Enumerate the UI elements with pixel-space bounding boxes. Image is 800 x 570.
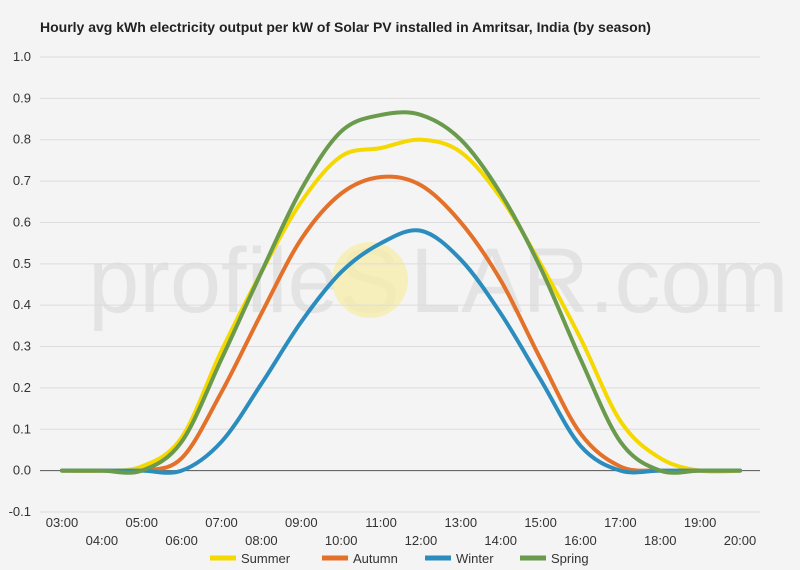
- legend: Summer Autumn Winter Spring: [210, 551, 589, 566]
- x-tick-label: 06:00: [165, 533, 198, 548]
- x-tick-label: 03:00: [46, 515, 79, 530]
- x-tick-label: 12:00: [405, 533, 438, 548]
- legend-label-summer: Summer: [241, 551, 291, 566]
- x-tick-label: 07:00: [205, 515, 238, 530]
- watermark-text-right: LAR.com: [410, 230, 788, 332]
- x-tick-label: 17:00: [604, 515, 637, 530]
- series-lines: [60, 110, 742, 475]
- x-tick-label: 13:00: [445, 515, 478, 530]
- x-tick-label: 16:00: [564, 533, 597, 548]
- series-line-summer: [60, 137, 742, 474]
- watermark-sun-icon: [332, 242, 408, 318]
- legend-label-winter: Winter: [456, 551, 494, 566]
- y-tick-label: 0.0: [13, 463, 31, 478]
- y-tick-label: 0.6: [13, 214, 31, 229]
- y-tick-label: 0.8: [13, 132, 31, 147]
- x-tick-label: 20:00: [724, 533, 757, 548]
- x-tick-label: 11:00: [365, 515, 397, 530]
- y-axis: -0.1 0.0 0.1 0.2 0.3 0.4 0.5 0.6 0.7 0.8 0.9 1.0: [9, 49, 31, 519]
- series-line-spring: [60, 110, 742, 475]
- x-tick-label: 14:00: [484, 533, 517, 548]
- y-tick-label: 0.3: [13, 339, 31, 354]
- x-tick-label: 05:00: [125, 515, 158, 530]
- series-line-autumn: [60, 174, 742, 474]
- y-tick-label: 1.0: [13, 49, 31, 64]
- y-tick-label: 0.2: [13, 380, 31, 395]
- x-tick-label: 15:00: [524, 515, 557, 530]
- grid: [40, 56, 760, 513]
- legend-label-spring: Spring: [551, 551, 589, 566]
- y-tick-label: 0.1: [13, 421, 31, 436]
- x-tick-label: 09:00: [285, 515, 318, 530]
- y-tick-label: 0.5: [13, 256, 31, 271]
- chart-title: Hourly avg kWh electricity output per kW…: [40, 19, 651, 35]
- y-tick-label: 0.4: [13, 297, 31, 312]
- y-tick-label: 0.7: [13, 173, 31, 188]
- watermark: profileS LAR.com: [88, 230, 788, 332]
- x-tick-label: 04:00: [86, 533, 119, 548]
- series-line-winter: [60, 228, 742, 475]
- x-tick-label: 10:00: [325, 533, 358, 548]
- x-tick-label: 19:00: [684, 515, 717, 530]
- x-tick-label: 08:00: [245, 533, 278, 548]
- x-axis: 03:00 04:00 05:00 06:00 07:00 08:00 09:00 10:00…: [46, 515, 757, 548]
- x-tick-label: 18:00: [644, 533, 677, 548]
- y-tick-label: -0.1: [9, 504, 31, 519]
- legend-label-autumn: Autumn: [353, 551, 398, 566]
- y-tick-label: 0.9: [13, 90, 31, 105]
